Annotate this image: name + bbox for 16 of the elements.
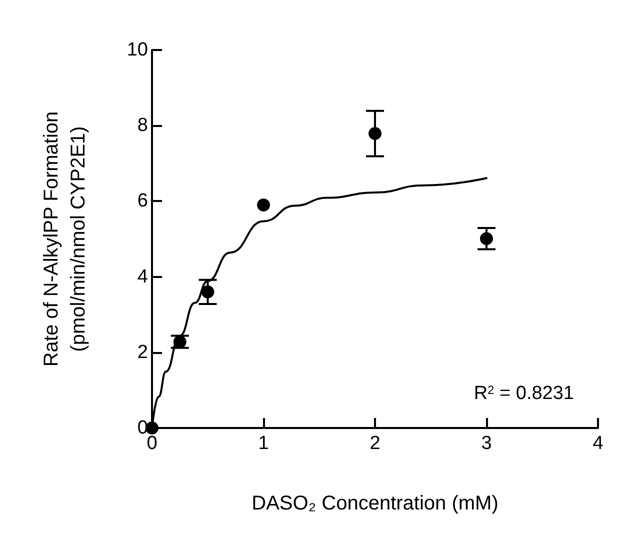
x-tick-label: 4	[592, 433, 604, 454]
x-axis-title: DASO₂ Concentration (mM)	[252, 492, 498, 514]
y-axis-title: Rate of N-AlkylPP Formation (pmol/min/nmol CYP2E1)	[40, 111, 90, 367]
y-tick-label: 6	[137, 190, 148, 212]
point	[201, 285, 214, 298]
y-tick-label: 10	[126, 40, 148, 60]
x-tick-label: 2	[370, 433, 380, 454]
x-tick-label: 1	[258, 433, 269, 454]
point	[257, 198, 270, 212]
point	[480, 232, 493, 246]
x-tick-label: 3	[481, 433, 492, 454]
point	[368, 127, 382, 140]
y-tick-label: 4	[137, 266, 148, 288]
y-tick-label: 8	[137, 115, 148, 136]
y-tick-label: 2	[137, 342, 148, 363]
point	[173, 335, 186, 348]
